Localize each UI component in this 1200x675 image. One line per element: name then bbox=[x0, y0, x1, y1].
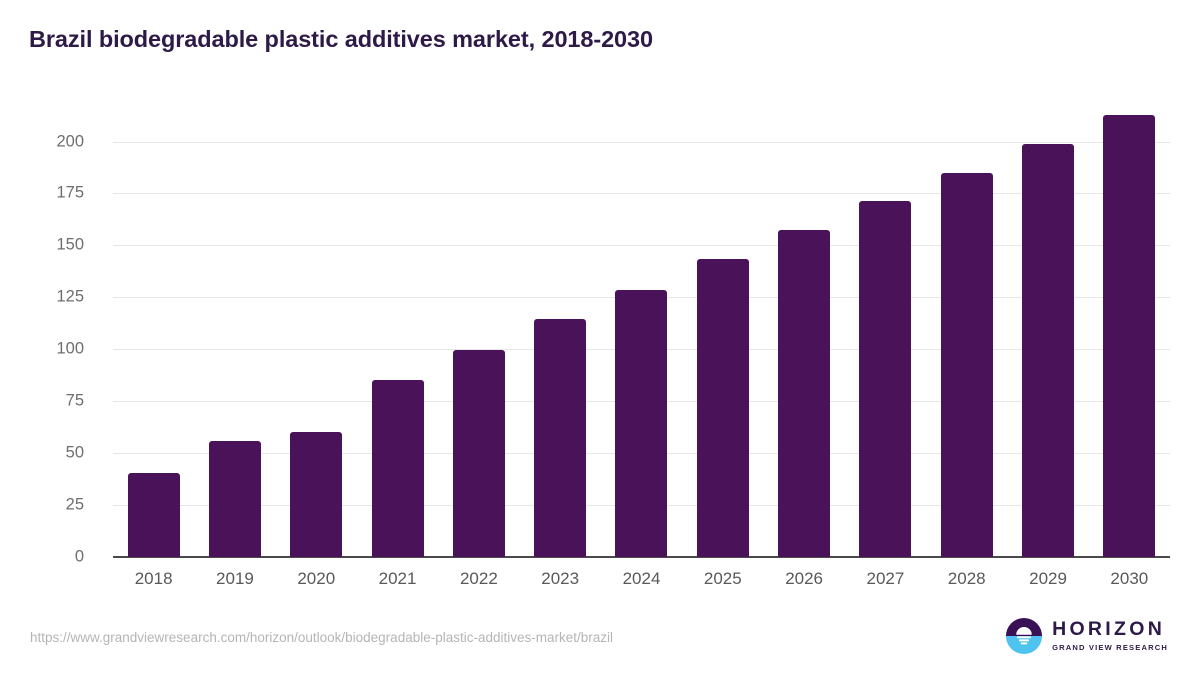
x-axis-tick-label: 2022 bbox=[459, 569, 498, 588]
bar[interactable] bbox=[778, 229, 831, 557]
y-axis-tick-label: 50 bbox=[65, 443, 84, 462]
bar-slot bbox=[682, 100, 763, 557]
bar[interactable] bbox=[371, 379, 424, 557]
gridline bbox=[113, 193, 1170, 195]
y-axis-tick-label: 25 bbox=[65, 495, 84, 514]
x-axis-tick-label: 2029 bbox=[1029, 569, 1067, 588]
horizon-logo: HORIZON GRAND VIEW RESEARCH bbox=[1005, 617, 1168, 655]
bar[interactable] bbox=[1103, 114, 1156, 557]
y-axis-tick-label: 200 bbox=[56, 132, 84, 151]
bar[interactable] bbox=[1022, 143, 1075, 557]
bar-slot bbox=[438, 100, 519, 557]
bar-slot bbox=[357, 100, 438, 557]
x-axis-tick-label: 2019 bbox=[216, 569, 254, 588]
y-axis-tick-label: 100 bbox=[56, 339, 84, 358]
bar[interactable] bbox=[534, 319, 587, 557]
y-axis-tick-label: 125 bbox=[56, 287, 84, 306]
bar[interactable] bbox=[940, 172, 993, 557]
gridline bbox=[113, 245, 1170, 247]
horizon-logo-text: HORIZON GRAND VIEW RESEARCH bbox=[1052, 620, 1168, 651]
bar-series bbox=[113, 100, 1170, 557]
bar-slot bbox=[194, 100, 275, 557]
bar-slot bbox=[276, 100, 357, 557]
source-url[interactable]: https://www.grandviewresearch.com/horizo… bbox=[30, 630, 614, 645]
bar[interactable] bbox=[208, 441, 261, 557]
bar-slot bbox=[1007, 100, 1088, 557]
horizon-logo-icon bbox=[1006, 617, 1043, 655]
bar[interactable] bbox=[859, 201, 912, 557]
page-title: Brazil biodegradable plastic additives m… bbox=[29, 26, 653, 52]
bar[interactable] bbox=[696, 258, 749, 557]
x-axis-tick-label: 2023 bbox=[541, 569, 580, 588]
x-axis-tick-label: 2020 bbox=[297, 569, 336, 588]
bar-slot bbox=[601, 100, 682, 557]
x-axis-tick-label: 2026 bbox=[785, 569, 824, 588]
x-axis-tick-label: 2018 bbox=[134, 569, 173, 588]
horizon-wordmark: HORIZON bbox=[1052, 618, 1166, 641]
gridline bbox=[113, 141, 1170, 143]
y-axis-tick-label: 150 bbox=[56, 235, 84, 254]
bar-slot bbox=[926, 100, 1007, 557]
bar-slot bbox=[1089, 100, 1170, 557]
bar-slot bbox=[763, 100, 844, 557]
bar[interactable] bbox=[452, 349, 505, 557]
x-axis-tick-label: 2028 bbox=[947, 569, 986, 588]
y-axis-tick-label: 175 bbox=[56, 183, 84, 202]
bar[interactable] bbox=[127, 472, 180, 557]
bar-slot bbox=[520, 100, 601, 557]
bar-slot bbox=[113, 100, 194, 557]
x-axis-line bbox=[113, 556, 1170, 558]
x-axis-tick-label: 2027 bbox=[866, 569, 905, 588]
y-axis-tick-label: 0 bbox=[74, 547, 84, 566]
bar-slot bbox=[845, 100, 926, 557]
x-axis-tick-label: 2024 bbox=[622, 569, 661, 588]
y-axis-tick-label: 75 bbox=[65, 391, 84, 410]
bar[interactable] bbox=[615, 289, 668, 557]
x-axis-tick-label: 2021 bbox=[378, 569, 417, 588]
horizon-tagline: GRAND VIEW RESEARCH bbox=[1052, 642, 1168, 652]
bar[interactable] bbox=[290, 431, 343, 557]
x-axis-tick-label: 2030 bbox=[1110, 569, 1149, 588]
x-axis-tick-label: 2025 bbox=[703, 569, 742, 588]
